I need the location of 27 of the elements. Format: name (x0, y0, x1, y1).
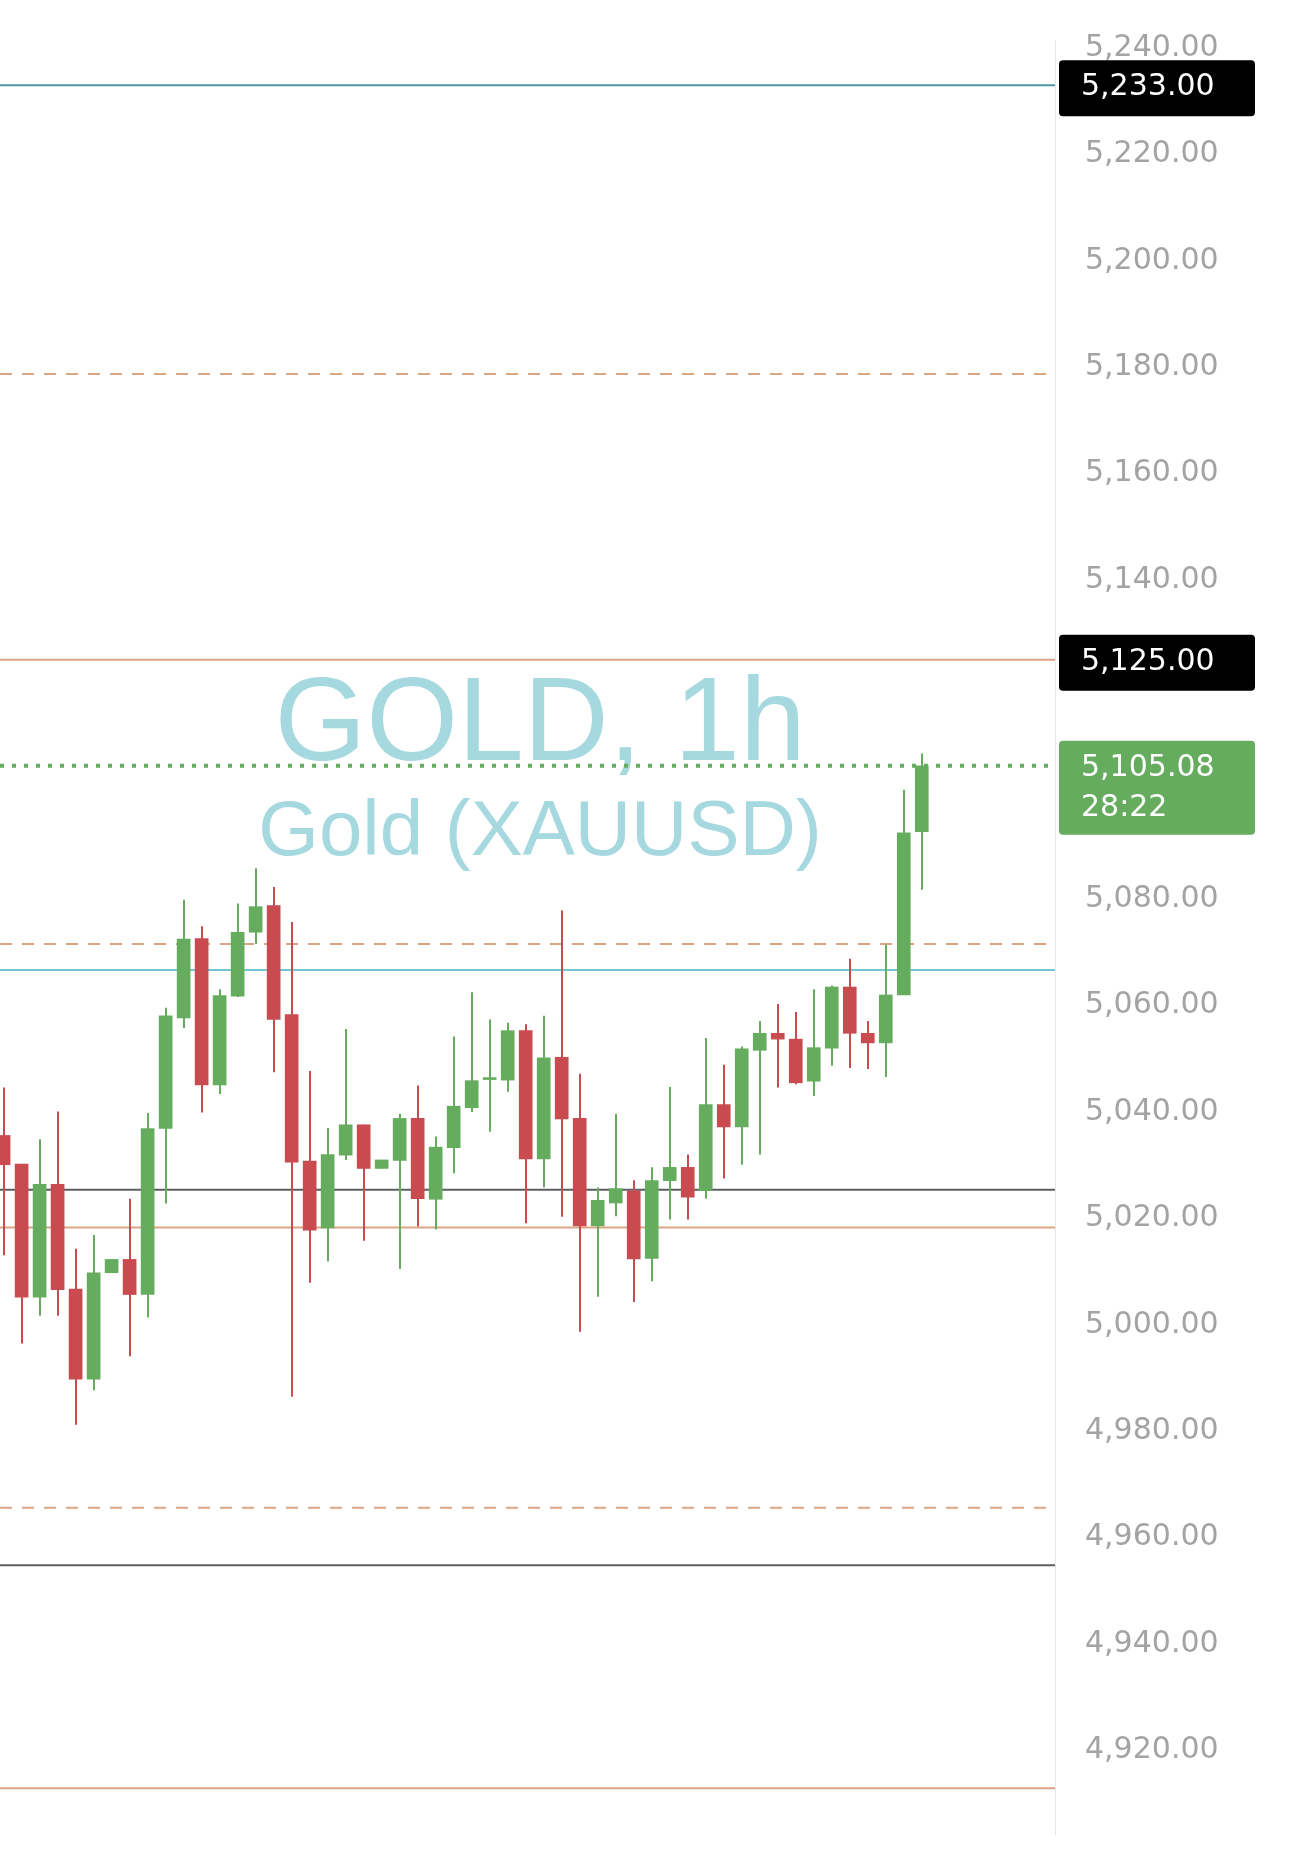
ref-line-label: 5,105.08 28:22 (1081, 747, 1215, 823)
y-tick-label: 4,920.00 (1085, 1730, 1219, 1766)
text: GOLD, 1h (274, 653, 806, 785)
y-tick-label: 4,980.00 (1085, 1411, 1219, 1447)
y-tick-label: 5,220.00 (1085, 134, 1219, 170)
candlestick (482, 1018, 497, 1133)
y-tick-label: 5,000.00 (1085, 1304, 1219, 1340)
candlestick (770, 1003, 785, 1089)
y-tick-label: 5,060.00 (1085, 985, 1219, 1021)
y-tick-label: 5,140.00 (1085, 559, 1219, 595)
y-tick-label: 4,960.00 (1085, 1517, 1219, 1553)
candlestick (662, 1086, 677, 1221)
candlestick (608, 1112, 623, 1218)
candlestick (752, 1020, 767, 1156)
y-tick-label: 5,020.00 (1085, 1198, 1219, 1234)
y-tick-label: 5,040.00 (1085, 1091, 1219, 1127)
ref-line-label: 5,125.00 (1081, 641, 1215, 677)
text: Gold (XAUUSD) (258, 784, 822, 872)
y-tick-label: 5,240.00 (1085, 27, 1219, 63)
candlestick (860, 1020, 875, 1070)
y-tick-label: 5,080.00 (1085, 879, 1219, 915)
y-tick-label: 5,160.00 (1085, 453, 1219, 489)
y-tick-label: 4,940.00 (1085, 1623, 1219, 1659)
y-tick-label: 5,200.00 (1085, 240, 1219, 276)
ref-line-label: 5,233.00 (1081, 67, 1215, 103)
y-tick-label: 5,180.00 (1085, 346, 1219, 382)
candlestick (716, 1063, 731, 1180)
